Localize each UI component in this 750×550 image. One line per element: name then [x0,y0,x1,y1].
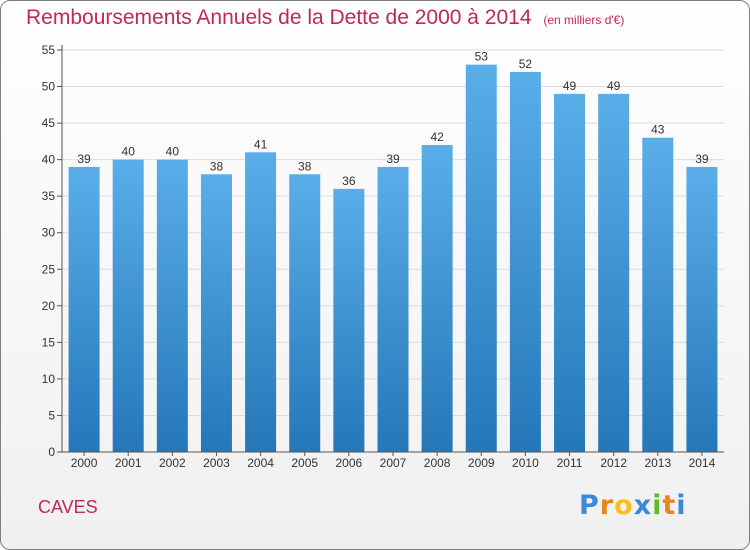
bar-2006 [333,188,365,452]
data-label: 38 [210,159,224,173]
x-tick-label: 2012 [600,456,627,470]
brand-letter: i [652,490,663,521]
x-tick-label: 2003 [203,456,230,470]
bar-2010 [509,71,541,452]
x-tick-label: 2008 [424,456,451,470]
x-tick-label: 2006 [336,456,363,470]
x-tick-label: 2009 [468,456,495,470]
bar-2003 [200,174,232,452]
y-tick-label: 40 [42,153,56,167]
data-label: 42 [430,130,444,144]
y-tick-label: 35 [42,189,56,203]
data-label: 49 [563,79,577,93]
bar-2007 [377,166,409,453]
y-tick-label: 15 [42,335,56,349]
y-tick-label: 5 [48,408,55,422]
axis-layer: 0 5 10 15 20 25 30 35 40 45 50 55 2000 2001 2002 2003 20… [42,43,724,470]
brand-letter: r [599,490,615,521]
x-tick-label: 2011 [557,456,583,470]
x-tick-label: 2013 [644,456,671,470]
bar-2013 [642,137,674,452]
y-tick-label: 20 [42,299,56,313]
x-tick-label: 2007 [380,456,407,470]
brand-letter: P [579,490,600,521]
data-label: 36 [342,174,356,188]
y-tick-label: 10 [42,372,56,386]
data-label: 41 [254,137,268,151]
bar-2002 [156,159,188,453]
x-tick-label: 2002 [159,456,186,470]
brand-letter: x [633,490,653,521]
commune-name: CAVES [38,497,98,517]
data-label: 49 [607,79,621,93]
data-label: 39 [695,152,709,166]
bar-2008 [421,145,453,452]
bar-2012 [598,93,630,452]
bar-2004 [245,152,277,452]
proxiti-logo[interactable]: Proxiti [579,490,687,521]
data-label: 39 [386,152,400,166]
chart-unit: (en milliers d'€) [543,13,625,27]
chart-title-text: Remboursements Annuels de la Dette de 20… [26,6,532,29]
data-label: 38 [298,159,312,173]
data-label: 40 [166,145,180,159]
bar-2000 [68,166,100,453]
bar-2011 [554,93,586,452]
bar-2009 [465,64,497,453]
bars-layer: 39 40 40 38 41 38 36 39 42 53 52 49 49 43 39 [68,50,718,453]
bar-2001 [112,159,144,453]
y-tick-label: 55 [42,43,56,57]
x-tick-label: 2000 [71,456,98,470]
bar-2014 [686,166,718,453]
brand-letter: i [676,490,687,521]
data-label: 52 [519,57,533,71]
data-label: 43 [651,123,665,137]
y-tick-label: 30 [42,226,56,240]
data-label: 53 [475,50,489,64]
chart-title: Remboursements Annuels de la Dette de 20… [26,6,624,30]
y-tick-label: 25 [42,262,56,276]
bar-2005 [289,174,321,452]
x-tick-label: 2014 [689,456,716,470]
data-label: 40 [122,145,136,159]
y-tick-label: 0 [48,445,55,459]
x-tick-label: 2001 [115,456,142,470]
x-tick-label: 2004 [247,456,274,470]
brand-letter: o [614,490,634,521]
y-tick-label: 50 [42,80,56,94]
data-label: 39 [77,152,91,166]
brand-letter: t [662,490,677,521]
x-tick-label: 2010 [512,456,539,470]
y-tick-label: 45 [42,116,56,130]
x-tick-label: 2005 [291,456,318,470]
